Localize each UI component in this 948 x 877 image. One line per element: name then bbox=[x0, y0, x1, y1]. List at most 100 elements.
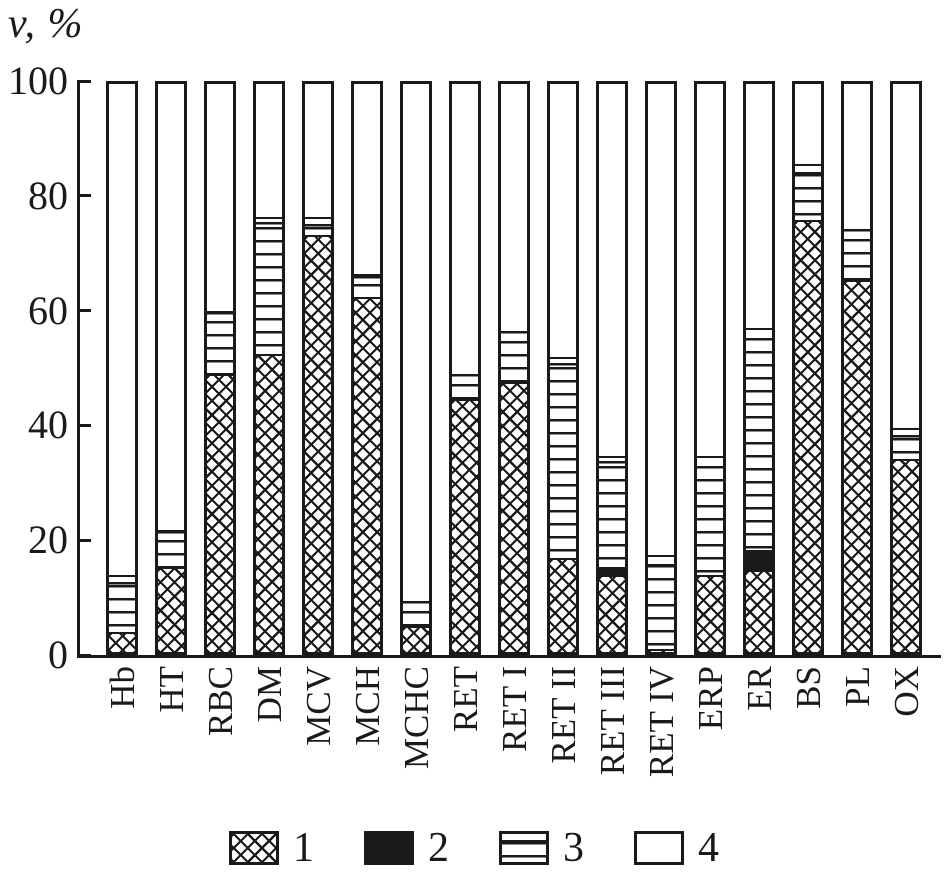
bar-mcv bbox=[302, 81, 334, 655]
segment-series-4 bbox=[403, 84, 429, 601]
legend-label: 3 bbox=[563, 825, 584, 871]
segment-series-4 bbox=[109, 84, 135, 576]
x-axis-label-rbc: RBC bbox=[200, 666, 240, 737]
segment-series-4 bbox=[354, 84, 380, 275]
segment-series-3 bbox=[844, 228, 870, 280]
y-axis-tick-label: 100 bbox=[8, 58, 68, 103]
legend-label: 4 bbox=[698, 825, 719, 871]
segment-series-3 bbox=[795, 163, 821, 221]
segment-series-1 bbox=[256, 353, 282, 652]
y-axis-tick-label: 0 bbox=[48, 632, 68, 677]
segment-series-1 bbox=[550, 558, 576, 652]
bar-hb bbox=[106, 81, 138, 655]
x-axis-label-hb: Hb bbox=[102, 666, 142, 709]
x-axis-label-ret: RET bbox=[445, 666, 485, 733]
segment-series-1 bbox=[158, 566, 184, 652]
segment-series-1 bbox=[599, 575, 625, 652]
bar-dm bbox=[253, 81, 285, 655]
y-axis-tick-label: 40 bbox=[28, 402, 68, 448]
segment-series-3 bbox=[452, 373, 478, 400]
segment-series-1 bbox=[697, 575, 723, 652]
legend-swatch-horizontal-lines bbox=[499, 831, 549, 865]
y-axis-tick bbox=[77, 194, 91, 198]
segment-series-3 bbox=[305, 217, 331, 235]
bar-mch bbox=[351, 81, 383, 655]
segment-series-3 bbox=[207, 311, 233, 374]
y-axis-tick-label: 60 bbox=[28, 287, 68, 333]
segment-series-4 bbox=[256, 84, 282, 218]
x-axis-label-pl: PL bbox=[837, 666, 877, 707]
segment-series-1 bbox=[844, 279, 870, 652]
segment-series-4 bbox=[746, 84, 772, 329]
x-axis-label-mch: MCH bbox=[347, 666, 387, 746]
bar-ret bbox=[449, 81, 481, 655]
x-axis-label-bs: BS bbox=[788, 666, 828, 709]
segment-series-1 bbox=[207, 373, 233, 652]
y-axis-tick-label: 20 bbox=[28, 517, 68, 563]
segment-series-4 bbox=[844, 84, 870, 229]
segment-series-1 bbox=[795, 220, 821, 652]
segment-series-3 bbox=[501, 331, 527, 383]
segment-series-3 bbox=[354, 274, 380, 297]
segment-series-1 bbox=[305, 234, 331, 652]
segment-series-3 bbox=[403, 600, 429, 627]
segment-series-1 bbox=[109, 632, 135, 652]
y-axis-title: v, % bbox=[8, 1, 84, 47]
x-axis-label-mchc: MCHC bbox=[396, 666, 436, 770]
segment-series-1 bbox=[403, 626, 429, 652]
y-axis-tick-label: 80 bbox=[28, 172, 68, 218]
bar-ret-ii bbox=[547, 81, 579, 655]
y-axis-tick bbox=[77, 309, 91, 313]
legend-swatch-white bbox=[634, 831, 684, 865]
segment-series-3 bbox=[256, 217, 282, 354]
segment-series-4 bbox=[648, 84, 674, 556]
legend-swatch-solid-black bbox=[364, 831, 414, 865]
segment-series-4 bbox=[501, 84, 527, 332]
legend-item-1: 1 bbox=[229, 825, 314, 871]
segment-series-1 bbox=[648, 649, 674, 652]
bar-ret-iii bbox=[596, 81, 628, 655]
legend-label: 1 bbox=[293, 825, 314, 871]
y-axis-tick bbox=[77, 423, 91, 427]
legend-label: 2 bbox=[428, 825, 449, 871]
bar-ret-iv bbox=[645, 81, 677, 655]
legend-item-4: 4 bbox=[634, 825, 719, 871]
segment-series-3 bbox=[648, 555, 674, 650]
x-axis-label-dm: DM bbox=[249, 666, 289, 723]
segment-series-2 bbox=[599, 566, 625, 576]
bar-er bbox=[743, 81, 775, 655]
y-axis-tick bbox=[77, 538, 91, 542]
x-axis-label-ox: OX bbox=[886, 666, 926, 717]
segment-series-3 bbox=[550, 356, 576, 559]
x-axis-label-erp: ERP bbox=[690, 666, 730, 731]
segment-series-3 bbox=[746, 328, 772, 550]
x-axis-label-ret-ii: RET II bbox=[543, 666, 583, 764]
segment-series-3 bbox=[697, 456, 723, 576]
bar-bs bbox=[792, 81, 824, 655]
y-axis-tick bbox=[77, 79, 91, 83]
segment-series-4 bbox=[452, 84, 478, 374]
segment-series-4 bbox=[158, 84, 184, 530]
bar-erp bbox=[694, 81, 726, 655]
segment-series-4 bbox=[305, 84, 331, 218]
segment-series-1 bbox=[354, 296, 380, 652]
segment-series-3 bbox=[158, 529, 184, 567]
segment-series-2 bbox=[746, 549, 772, 570]
y-axis-tick bbox=[77, 653, 91, 657]
segment-series-3 bbox=[893, 427, 919, 459]
segment-series-4 bbox=[207, 84, 233, 312]
segment-series-1 bbox=[501, 382, 527, 652]
x-axis-label-ht: HT bbox=[151, 666, 191, 713]
bar-pl bbox=[841, 81, 873, 655]
y-axis-line bbox=[77, 81, 80, 658]
segment-series-4 bbox=[893, 84, 919, 428]
x-axis-label-ret-iv: RET IV bbox=[641, 666, 681, 778]
segment-series-4 bbox=[697, 84, 723, 457]
segment-series-3 bbox=[109, 575, 135, 633]
segment-series-4 bbox=[550, 84, 576, 357]
bar-ht bbox=[155, 81, 187, 655]
legend-swatch-crosshatch bbox=[229, 831, 279, 865]
legend: 1 2 3 4 bbox=[0, 822, 948, 874]
x-axis-label-ret-i: RET I bbox=[494, 666, 534, 752]
